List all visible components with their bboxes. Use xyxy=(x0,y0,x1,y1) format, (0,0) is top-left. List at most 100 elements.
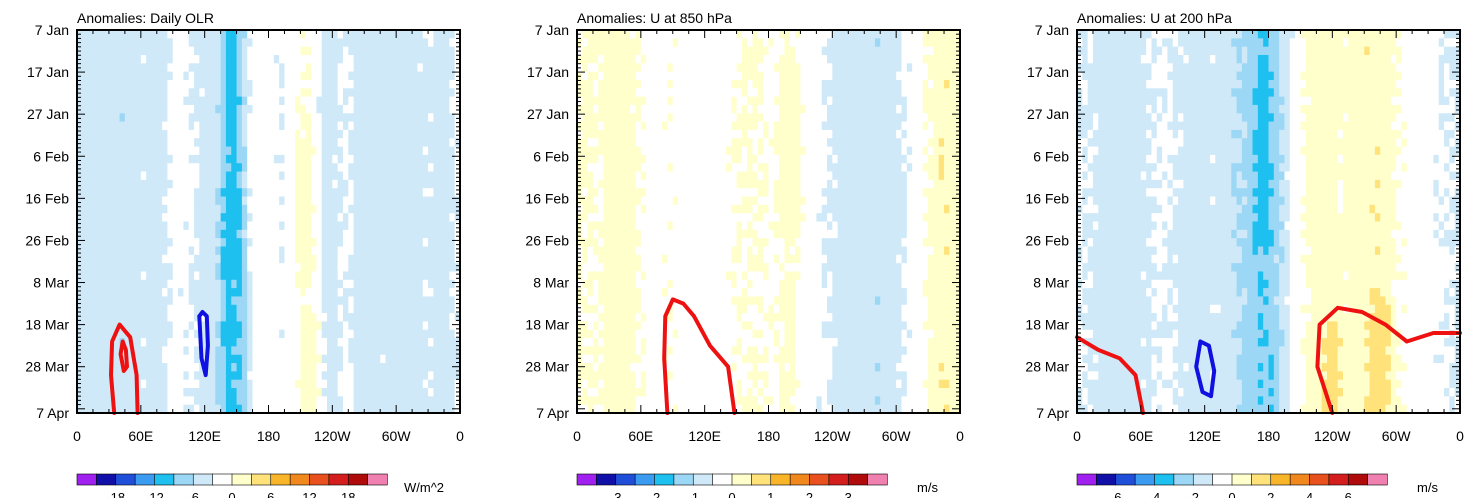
field-cell xyxy=(183,38,190,48)
field-cell xyxy=(592,79,599,89)
field-cell xyxy=(209,171,216,181)
field-cell xyxy=(619,46,626,56)
field-cell xyxy=(433,313,440,323)
field-cell xyxy=(130,46,137,56)
field-cell xyxy=(289,171,296,181)
field-cell xyxy=(396,171,403,181)
field-cell xyxy=(608,263,615,273)
field-cell xyxy=(289,329,296,339)
field-cell xyxy=(390,138,397,148)
field-cell xyxy=(614,79,621,89)
field-cell xyxy=(220,379,227,389)
field-cell xyxy=(704,329,711,339)
field-cell xyxy=(337,163,344,173)
field-cell xyxy=(156,304,163,314)
field-cell xyxy=(614,71,621,81)
field-cell xyxy=(199,288,206,298)
field-cell xyxy=(162,388,169,397)
field-cell xyxy=(374,179,381,189)
field-cell xyxy=(241,379,248,389)
field-cell xyxy=(662,79,669,89)
field-cell xyxy=(103,146,110,156)
field-cell xyxy=(140,30,147,39)
field-cell xyxy=(284,213,291,223)
field-cell xyxy=(209,221,216,231)
field-cell xyxy=(683,338,690,347)
field-cell xyxy=(263,388,270,397)
field-cell xyxy=(172,363,179,372)
field-cell xyxy=(172,46,179,56)
field-cell xyxy=(731,254,738,264)
field-cell xyxy=(608,79,615,89)
field-cell xyxy=(731,104,738,114)
field-cell xyxy=(380,96,387,106)
field-cell xyxy=(236,204,243,214)
field-cell xyxy=(369,196,376,206)
field-cell xyxy=(209,46,216,56)
field-cell xyxy=(651,271,658,281)
field-cell xyxy=(449,96,456,106)
field-cell xyxy=(257,379,264,389)
field-cell xyxy=(725,121,732,131)
field-cell xyxy=(646,288,653,298)
field-cell xyxy=(236,371,243,381)
field-cell xyxy=(183,338,190,347)
field-cell xyxy=(401,354,408,364)
field-cell xyxy=(172,121,179,131)
field-cell xyxy=(300,63,307,73)
field-cell xyxy=(358,379,365,389)
field-cell xyxy=(433,288,440,298)
field-cell xyxy=(656,246,663,256)
field-cell xyxy=(374,30,381,39)
field-cell xyxy=(640,104,647,114)
field-cell xyxy=(268,288,275,298)
field-cell xyxy=(257,204,264,214)
field-cell xyxy=(592,338,599,347)
field-cell xyxy=(119,288,126,298)
field-cell xyxy=(327,204,333,214)
field-cell xyxy=(220,238,227,248)
field-cell xyxy=(444,71,450,81)
field-cell xyxy=(151,346,158,356)
field-cell xyxy=(98,204,105,214)
field-cell xyxy=(444,346,450,356)
field-cell xyxy=(358,54,365,64)
field-cell xyxy=(614,121,621,131)
field-cell xyxy=(699,121,706,131)
field-cell xyxy=(188,304,195,314)
field-cell xyxy=(417,263,424,273)
field-cell xyxy=(385,163,392,173)
field-cell xyxy=(667,246,674,256)
field-cell xyxy=(438,113,445,123)
field-cell xyxy=(422,121,429,131)
field-cell xyxy=(167,196,174,206)
field-cell xyxy=(87,46,94,56)
field-cell xyxy=(720,154,727,164)
field-cell xyxy=(694,329,700,339)
field-cell xyxy=(140,388,147,397)
field-cell xyxy=(162,229,169,239)
field-cell xyxy=(374,304,381,314)
field-cell xyxy=(300,96,307,106)
field-cell xyxy=(396,63,403,73)
field-cell xyxy=(438,346,445,356)
field-cell xyxy=(300,288,307,298)
field-cell xyxy=(87,304,94,314)
field-cell xyxy=(715,313,722,323)
field-cell xyxy=(656,171,663,181)
field-cell xyxy=(156,204,163,214)
field-cell xyxy=(656,154,663,164)
field-cell xyxy=(624,163,631,173)
field-cell xyxy=(678,113,684,123)
field-cell xyxy=(635,63,642,73)
field-cell xyxy=(316,271,323,281)
field-cell xyxy=(332,329,339,339)
field-cell xyxy=(263,196,270,206)
field-cell xyxy=(263,263,270,273)
field-cell xyxy=(704,104,711,114)
field-cell xyxy=(390,229,397,239)
field-cell xyxy=(311,30,317,39)
field-cell xyxy=(736,79,743,89)
field-cell xyxy=(720,254,727,264)
field-cell xyxy=(279,30,286,39)
